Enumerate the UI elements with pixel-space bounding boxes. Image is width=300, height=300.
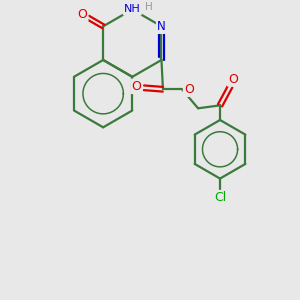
Text: N: N	[157, 20, 166, 33]
Text: O: O	[77, 8, 87, 21]
Text: Cl: Cl	[214, 191, 226, 204]
Text: O: O	[184, 83, 194, 96]
Text: H: H	[145, 2, 152, 11]
Text: NH: NH	[124, 4, 141, 14]
Text: O: O	[132, 80, 142, 93]
Text: O: O	[228, 73, 238, 85]
